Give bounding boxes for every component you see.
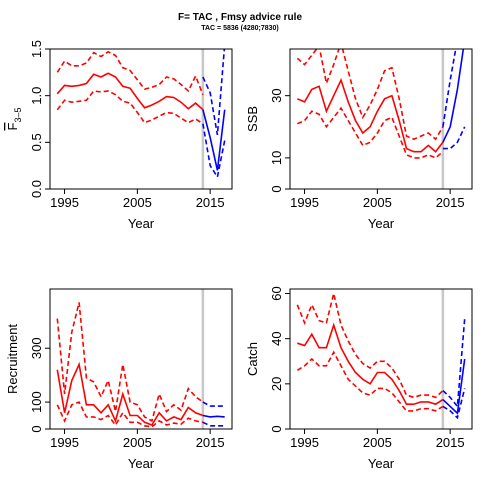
y-tick-label: 300 [29, 337, 44, 359]
historic-lower-line [296, 350, 444, 412]
x-axis-label: Year [368, 216, 395, 231]
plot-frame [289, 48, 473, 190]
y-tick-label: 1.0 [29, 87, 44, 105]
series-group [56, 302, 225, 428]
panel-ssb: 1995 2005 2015 Year 0 10 30 SSB [245, 48, 473, 231]
panel-recruitment: 1995 2005 2015 Year 0 100 300 Recruitment [5, 288, 233, 471]
x-tick-label: 2005 [363, 195, 392, 210]
historic-upper-line [296, 293, 444, 399]
y-tick-label: 0.5 [29, 133, 44, 151]
forecast-mean-line [202, 109, 226, 171]
historic-upper-line [56, 50, 204, 95]
x-tick-label: 1995 [290, 435, 319, 450]
series-group [296, 293, 466, 420]
forecast-upper-line [202, 401, 225, 407]
y-tick-label: 10 [269, 151, 284, 165]
y-axis-label: Recruitment [5, 324, 20, 394]
x-tick-label: 1995 [50, 195, 79, 210]
panel-f3-5: 1995 2005 2015 Year 0.0 0.5 1.0 1.5 F3–5 [5, 40, 233, 231]
forecast-mean-line [442, 49, 465, 143]
plot-frame [49, 48, 233, 190]
y-tick-label: 20 [269, 377, 284, 391]
x-tick-label: 2005 [123, 195, 152, 210]
series-group [56, 49, 226, 179]
figure-subtitle: TAC = 5836 (4280;7830) [201, 25, 279, 32]
y-tick-label: 0 [269, 425, 284, 432]
forecast-upper-line [442, 49, 457, 127]
historic-mean-line [296, 77, 444, 153]
x-tick-label: 2015 [436, 195, 465, 210]
x-tick-label: 2015 [196, 435, 225, 450]
forecast-lower-line [202, 123, 226, 179]
series-group [296, 49, 466, 159]
plot-frame [49, 288, 233, 430]
x-axis-label: Year [368, 456, 395, 471]
y-tick-label: 40 [269, 331, 284, 345]
historic-lower-line [296, 106, 444, 159]
y-tick-label: 60 [269, 286, 284, 300]
x-tick-label: 1995 [290, 195, 319, 210]
plot-frame [289, 288, 473, 430]
y-axis-label: Catch [245, 342, 260, 376]
y-tick-label: 0 [29, 425, 44, 432]
x-tick-label: 2015 [196, 195, 225, 210]
forecast-lower-line [202, 421, 225, 427]
historic-upper-line [296, 49, 444, 141]
forecast-lower-line [442, 126, 466, 150]
y-axis-label-subscript: 3–5 [13, 108, 23, 123]
x-tick-label: 2005 [123, 435, 152, 450]
x-axis-label: Year [128, 216, 155, 231]
x-axis-label: Year [128, 456, 155, 471]
forecast-upper-line [442, 318, 466, 409]
y-axis-label-main: F [5, 122, 20, 130]
y-axis-label-main: Catch [245, 342, 260, 376]
historic-mean-line [56, 72, 204, 111]
x-tick-label: 1995 [50, 435, 79, 450]
y-tick-label: 30 [269, 88, 284, 102]
y-axis-label-main: Recruitment [5, 324, 20, 394]
panels: 1995 2005 2015 Year 0.0 0.5 1.0 1.5 F3–5 1995 2005… [5, 40, 473, 471]
historic-lower-line [56, 401, 204, 428]
x-tick-label: 2005 [363, 435, 392, 450]
y-axis-label: F3–5 [5, 108, 23, 131]
y-axis-label: SSB [245, 106, 260, 132]
y-tick-label: 1.5 [29, 40, 44, 58]
y-tick-label: 100 [29, 391, 44, 413]
forecast-mean-line [202, 414, 225, 418]
forecast-mean-line [442, 358, 466, 415]
y-axis-label-main: SSB [245, 106, 260, 132]
forecast-upper-line [202, 49, 226, 136]
y-tick-label: 0.0 [29, 180, 44, 198]
historic-mean-line [297, 322, 444, 406]
panel-catch: 1995 2005 2015 Year 0 20 40 60 Catch [245, 286, 473, 471]
x-tick-label: 2015 [436, 435, 465, 450]
figure-title: F= TAC , Fmsy advice rule [178, 12, 302, 23]
historic-lower-line [56, 90, 204, 125]
historic-upper-line [56, 302, 204, 423]
historic-mean-line [56, 361, 204, 426]
forecast-lower-line [442, 388, 466, 420]
y-tick-label: 0 [269, 185, 284, 192]
